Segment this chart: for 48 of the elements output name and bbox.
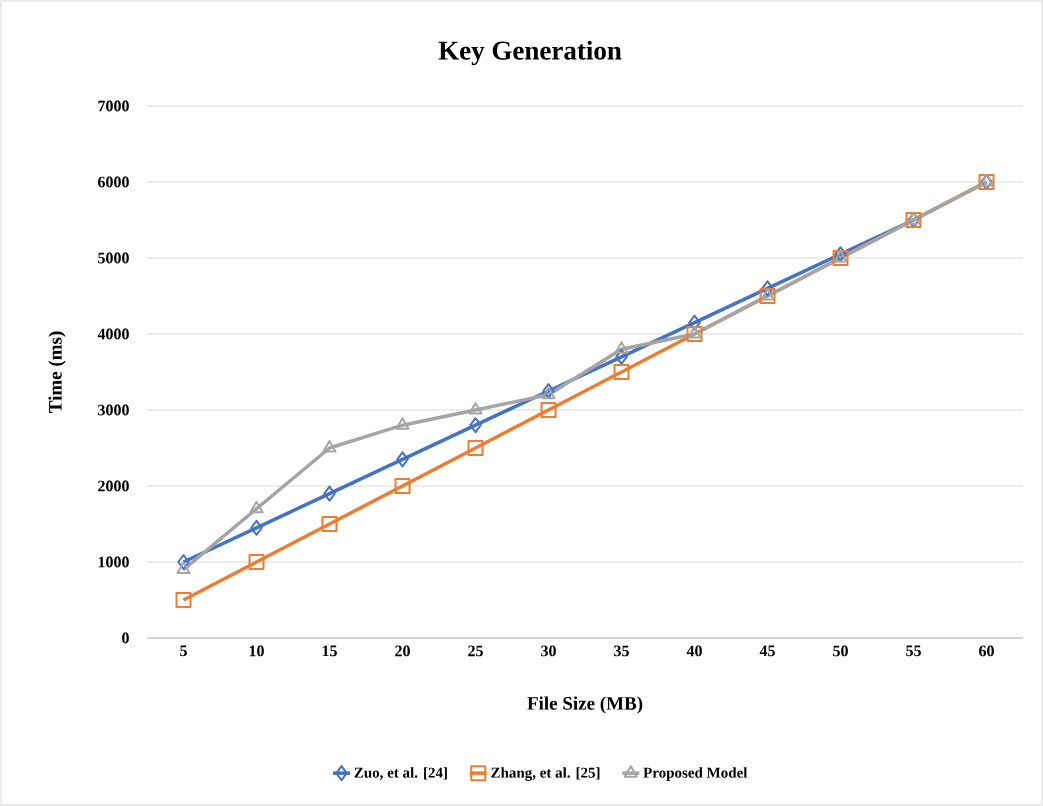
point	[834, 246, 847, 263]
x-tick-label: 50	[833, 645, 848, 657]
point	[248, 554, 265, 570]
x-tick-label: 40	[686, 645, 702, 657]
y-tick-label: 3000	[98, 404, 129, 416]
point	[468, 402, 483, 415]
legend-label: Zuo, et al. [24]	[354, 767, 447, 780]
chart-title: Key Generation	[438, 40, 622, 66]
point	[613, 364, 630, 380]
point	[761, 280, 774, 297]
y-tick-label: 5000	[98, 252, 129, 264]
x-tick-label: 10	[249, 645, 264, 657]
point	[688, 314, 701, 331]
point	[250, 519, 263, 536]
x-tick-label: 30	[541, 645, 556, 657]
x-tick-label: 15	[322, 645, 337, 657]
y-tick-label: 4000	[97, 328, 129, 340]
point	[469, 417, 482, 434]
point	[614, 341, 629, 354]
y-tick-label: 6000	[98, 176, 129, 188]
point	[249, 500, 264, 514]
x-tick-label: 55	[906, 645, 921, 657]
point	[322, 440, 337, 453]
point	[323, 485, 336, 502]
point	[540, 402, 557, 418]
x-tick-label: 45	[759, 645, 775, 657]
x-tick-label: 25	[468, 645, 483, 657]
point	[175, 592, 192, 608]
legend-label: Zhang, et al. [25]	[491, 767, 600, 781]
point	[615, 348, 628, 365]
y-tick-label: 7000	[98, 100, 129, 112]
y-tick-label: 1000	[98, 556, 129, 568]
x-axis-title: File Size (MB)	[527, 696, 643, 714]
y-tick-label: 0	[122, 632, 129, 644]
point	[396, 451, 409, 468]
x-tick-label: 20	[395, 645, 410, 657]
point	[467, 440, 484, 456]
y-tick-label: 2000	[98, 480, 129, 492]
y-axis-title: Time (ms)	[48, 331, 66, 413]
point	[395, 417, 410, 430]
x-tick-label: 5	[180, 645, 187, 657]
point	[321, 516, 338, 532]
point	[177, 554, 190, 570]
point	[176, 561, 191, 575]
x-tick-label: 35	[614, 645, 629, 657]
point	[394, 478, 411, 494]
x-tick-label: 60	[979, 645, 994, 657]
legend-label: Proposed Model	[643, 767, 748, 781]
